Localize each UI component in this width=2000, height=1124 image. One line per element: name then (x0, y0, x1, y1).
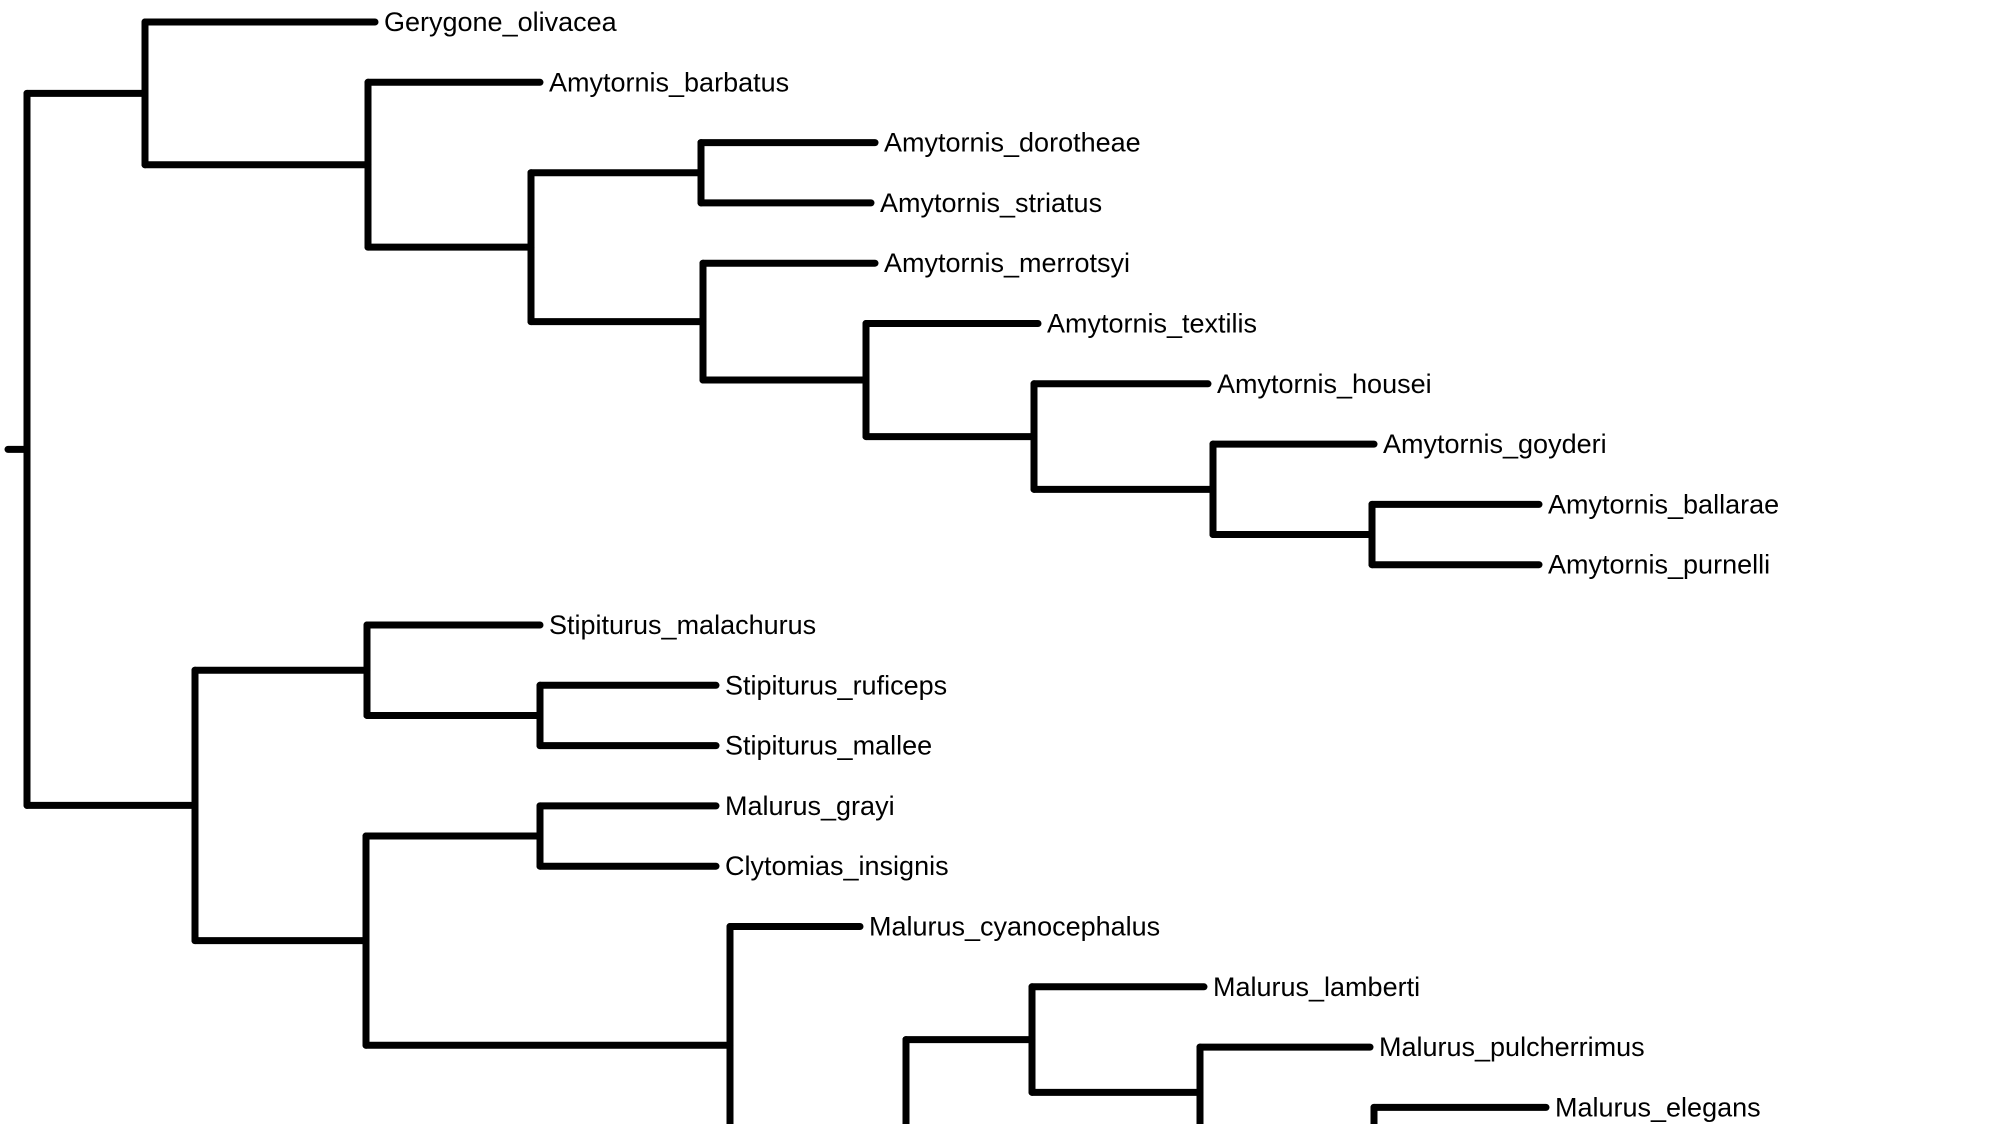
tip-label: Malurus_grayi (725, 791, 895, 821)
tip-label: Amytornis_barbatus (549, 67, 789, 97)
tip-label: Stipiturus_malachurus (549, 610, 816, 640)
tip-label: Clytomias_insignis (725, 851, 949, 881)
tip-label: Amytornis_housei (1217, 369, 1432, 399)
tip-label: Gerygone_olivacea (384, 7, 618, 37)
tip-label: Stipiturus_mallee (725, 731, 932, 761)
tip-label: Malurus_cyanocephalus (869, 912, 1160, 942)
tip-label: Amytornis_merrotsyi (884, 248, 1130, 278)
tip-label: Malurus_elegans (1555, 1092, 1761, 1122)
tip-label: Amytornis_purnelli (1548, 550, 1770, 580)
tip-label: Amytornis_dorotheae (884, 128, 1141, 158)
tip-label: Malurus_lamberti (1213, 972, 1420, 1002)
tip-label: Malurus_pulcherrimus (1379, 1032, 1645, 1062)
tip-label: Amytornis_textilis (1047, 309, 1257, 339)
tip-label: Amytornis_ballarae (1548, 489, 1779, 519)
tip-label: Amytornis_striatus (880, 188, 1102, 218)
tip-label: Amytornis_goyderi (1383, 429, 1607, 459)
tip-label: Stipiturus_ruficeps (725, 670, 947, 700)
